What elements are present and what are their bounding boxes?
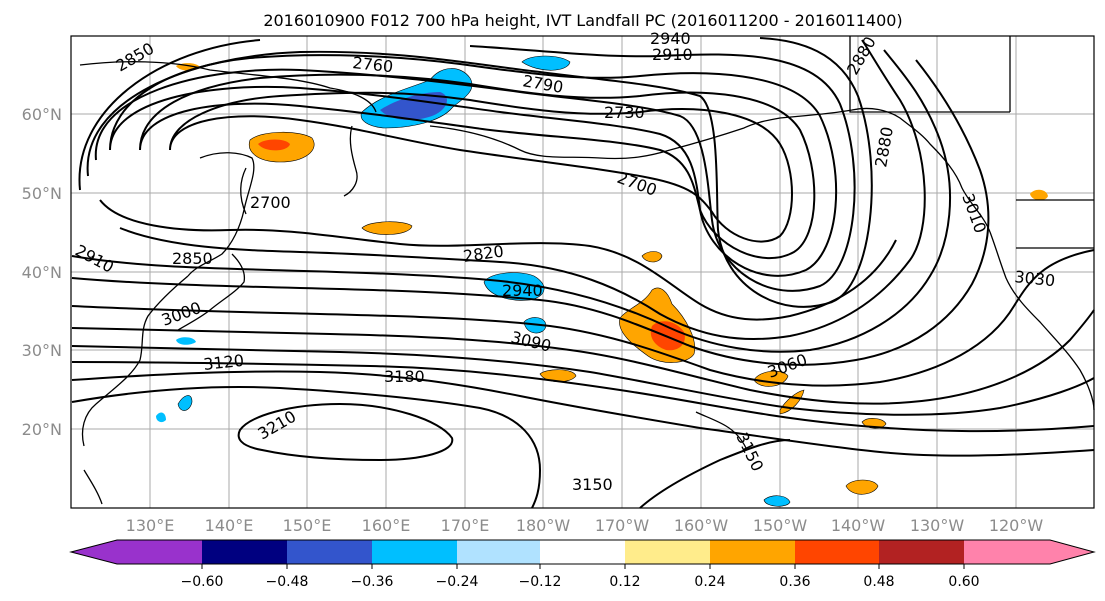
colorbar-segment bbox=[457, 540, 540, 564]
colorbar-tick-label: −0.12 bbox=[519, 574, 562, 590]
colorbar-segment bbox=[710, 540, 795, 564]
colorbar-tick-label: 0.24 bbox=[694, 574, 725, 590]
colorbar-segment bbox=[625, 540, 710, 564]
contour-3150 bbox=[71, 385, 791, 509]
colorbar-segment bbox=[372, 540, 457, 564]
figure-title: 2016010900 F012 700 hPa height, IVT Land… bbox=[263, 11, 902, 30]
lat-tick-label: 20°N bbox=[22, 420, 62, 439]
colorbar-tick-label: −0.24 bbox=[436, 574, 479, 590]
shade-navy-siberia bbox=[380, 92, 447, 120]
colorbar: −0.60 −0.48 −0.36 −0.24 −0.12 0.12 0.24 … bbox=[69, 539, 1096, 590]
lat-tick-label: 40°N bbox=[22, 263, 62, 282]
colorbar-tick-label: −0.60 bbox=[181, 574, 224, 590]
lat-tick-label: 60°N bbox=[22, 105, 62, 124]
colorbar-segment bbox=[540, 540, 625, 564]
contour-label: 2940 bbox=[502, 281, 543, 300]
lon-tick-labels: 130°E 140°E 150°E 160°E 170°E 180°W 170°… bbox=[126, 516, 1044, 535]
contour-3060 bbox=[71, 345, 1095, 416]
lat-tick-labels: 60°N 50°N 40°N 30°N 20°N bbox=[22, 105, 62, 439]
contour-3180 bbox=[237, 402, 454, 462]
shade-orange-15n bbox=[845, 479, 879, 495]
map-panel: 2850 2760 2940 2910 2880 2790 2730 2880 … bbox=[70, 29, 1095, 509]
shade-red-main bbox=[650, 321, 685, 351]
contour-label: 2940 bbox=[650, 29, 691, 48]
shade-orange-coast bbox=[1030, 189, 1048, 201]
colorbar-segment bbox=[71, 540, 202, 564]
contour-label: 2700 bbox=[250, 193, 291, 212]
contour-label: 2760 bbox=[352, 53, 394, 76]
lon-tick-label: 130°E bbox=[126, 516, 175, 535]
shade-blue-sw2 bbox=[156, 412, 166, 423]
colorbar-segment bbox=[964, 540, 1094, 564]
coastlines bbox=[79, 36, 1095, 505]
contour-2910 bbox=[71, 49, 952, 353]
colorbar-tick-label: 0.48 bbox=[863, 574, 894, 590]
contour-label: 3030 bbox=[1014, 267, 1056, 290]
shade-blue-south bbox=[763, 495, 791, 507]
contour-label: 3150 bbox=[572, 475, 613, 494]
colorbar-tick-label: −0.36 bbox=[351, 574, 394, 590]
lon-tick-label: 140°E bbox=[205, 516, 254, 535]
colorbar-tick-label: −0.48 bbox=[266, 574, 309, 590]
contour-2940 bbox=[71, 59, 990, 366]
colorbar-tick-label: 0.60 bbox=[948, 574, 979, 590]
colorbar-ticks bbox=[201, 564, 965, 569]
colorbar-tick-label: 0.12 bbox=[609, 574, 640, 590]
map-frame bbox=[70, 35, 1095, 509]
lon-tick-label: 170°W bbox=[595, 516, 650, 535]
lon-tick-label: 160°W bbox=[674, 516, 729, 535]
contour-label: 3120 bbox=[202, 351, 244, 374]
contour-3030 bbox=[71, 309, 1095, 405]
colorbar-segment bbox=[202, 540, 287, 564]
lat-tick-label: 50°N bbox=[22, 184, 62, 203]
shade-blue-sw3 bbox=[176, 337, 196, 345]
shade-orange-160e bbox=[361, 221, 413, 235]
contour-label: 2910 bbox=[652, 45, 693, 64]
lon-tick-label: 170°E bbox=[441, 516, 490, 535]
colorbar-outline bbox=[69, 539, 1096, 565]
shade-blue-north bbox=[521, 55, 571, 71]
lon-tick-label: 120°W bbox=[989, 516, 1044, 535]
contour-3120 bbox=[71, 370, 1095, 457]
contour-2880 bbox=[119, 39, 926, 341]
contour-2850 bbox=[78, 39, 897, 321]
contour-3000 bbox=[71, 249, 1095, 387]
contour-2700 bbox=[169, 91, 793, 243]
lon-tick-label: 180°W bbox=[516, 516, 571, 535]
shade-orange-40n bbox=[641, 251, 663, 263]
lon-tick-label: 150°E bbox=[283, 516, 332, 535]
lat-tick-label: 30°N bbox=[22, 341, 62, 360]
lon-tick-label: 140°W bbox=[831, 516, 886, 535]
contour-2790 bbox=[94, 45, 856, 292]
height-contours bbox=[71, 37, 1095, 509]
contour-label: 2850 bbox=[172, 249, 213, 268]
colorbar-tick-label: 0.36 bbox=[779, 574, 810, 590]
shade-blue-sw1 bbox=[177, 395, 193, 411]
contour-label: 3180 bbox=[384, 367, 425, 386]
colorbar-segment bbox=[287, 540, 372, 564]
shade-red-kamchatka bbox=[258, 139, 290, 151]
lon-tick-label: 130°W bbox=[910, 516, 965, 535]
contour-label: 2730 bbox=[604, 103, 645, 122]
colorbar-segment bbox=[879, 540, 964, 564]
contour-3090 bbox=[71, 361, 1095, 433]
contour-2820 bbox=[86, 37, 873, 308]
contour-2760 bbox=[109, 54, 838, 277]
lon-tick-label: 160°E bbox=[362, 516, 411, 535]
colorbar-segment bbox=[795, 540, 879, 564]
lon-tick-label: 150°W bbox=[753, 516, 808, 535]
